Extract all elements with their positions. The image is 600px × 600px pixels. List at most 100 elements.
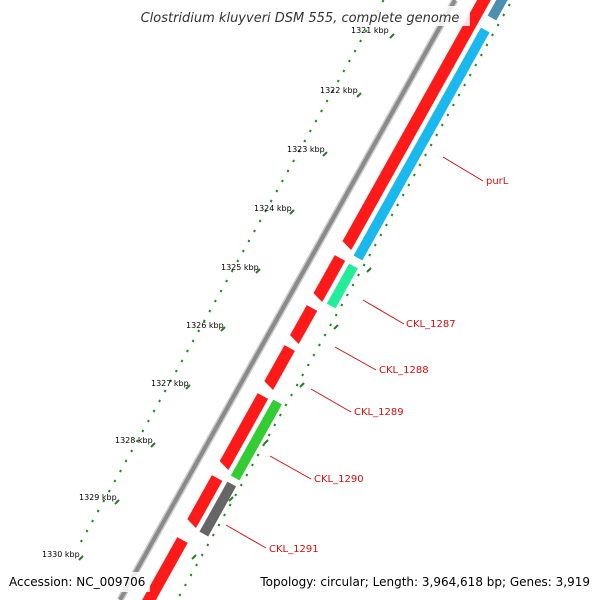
tick-dot — [292, 159, 295, 163]
cds-purl[interactable] — [342, 0, 495, 250]
inner-dot — [234, 493, 238, 497]
tick-dot — [191, 339, 195, 343]
tick-dot — [197, 329, 201, 333]
inner-dot — [306, 363, 310, 367]
tick-dot — [169, 379, 173, 383]
inner-track — [178, 3, 511, 597]
gene-label-ckl1288[interactable]: CKL_1288 — [379, 365, 429, 376]
gene-1287[interactable] — [326, 263, 358, 309]
tick-dot — [336, 79, 340, 83]
feature-track — [138, 0, 518, 600]
inner-dot — [318, 343, 321, 347]
tick-label-1329: 1329 kbp — [79, 493, 117, 502]
cds-next[interactable] — [138, 537, 188, 600]
backbone — [116, 0, 459, 600]
major-tick — [289, 209, 295, 215]
footer-left-backdrop — [4, 572, 150, 592]
tick-dot — [314, 119, 318, 123]
gene-label-ckl1290[interactable]: CKL_1290 — [314, 474, 364, 485]
inner-dot — [379, 233, 383, 237]
tick-dot — [124, 459, 128, 463]
major-tick — [114, 499, 120, 505]
gene-1291[interactable] — [199, 481, 237, 537]
gene-label-ckl1291[interactable]: CKL_1291 — [269, 544, 319, 555]
inner-dot — [412, 173, 416, 177]
ckl1287-leader — [362, 299, 405, 325]
inner-dot — [278, 413, 282, 417]
inner-dot — [368, 253, 372, 257]
cds-1291[interactable] — [187, 475, 223, 528]
major-tick — [220, 326, 226, 332]
ckl1291-leader — [225, 524, 267, 549]
cds-1287[interactable] — [313, 255, 346, 302]
gene-steel[interactable] — [487, 0, 518, 21]
inner-dot — [334, 313, 338, 317]
major-tick — [356, 92, 362, 98]
tick-label-1323: 1323 kbp — [287, 145, 325, 154]
major-tick — [322, 151, 328, 157]
inner-dot — [440, 123, 444, 127]
inner-dot — [401, 193, 405, 197]
inner-dot — [485, 43, 489, 47]
tick-dot — [91, 519, 94, 523]
tick-label-1325: 1325 kbp — [221, 263, 259, 272]
inner-dot — [267, 433, 271, 437]
inner-dot — [373, 243, 377, 247]
inner-major-tick — [228, 496, 234, 502]
inner-dot — [223, 513, 226, 517]
inner-dot — [211, 533, 215, 537]
inner-dot — [206, 543, 210, 547]
tick-dot — [163, 389, 167, 393]
cds-1290[interactable] — [219, 393, 269, 470]
cds-1288[interactable] — [290, 305, 318, 344]
inner-dot — [290, 393, 293, 397]
inner-dot — [452, 103, 455, 107]
major-tick — [255, 268, 261, 274]
gene-purl[interactable] — [353, 27, 490, 261]
inner-dot — [390, 213, 394, 217]
inner-dot — [507, 3, 511, 7]
tick-dot — [174, 369, 178, 373]
inner-dot — [228, 503, 232, 507]
ckl1288-leader — [334, 346, 377, 371]
tick-dot — [208, 309, 212, 313]
tick-dot — [364, 29, 368, 33]
tick-dot — [264, 209, 268, 213]
tick-dot — [130, 449, 134, 453]
tick-label-1324: 1324 kbp — [254, 204, 292, 213]
tick-label-1322: 1322 kbp — [320, 86, 358, 95]
inner-dot — [239, 483, 243, 487]
tick-dot — [353, 49, 357, 53]
inner-dot — [457, 93, 461, 97]
tick-dot — [331, 89, 335, 93]
gene-label-ckl1289[interactable]: CKL_1289 — [354, 407, 404, 418]
tick-dot — [152, 409, 156, 413]
inner-dot — [217, 523, 221, 527]
inner-dot — [251, 463, 254, 467]
tick-dot — [119, 469, 122, 473]
gene-label-purl[interactable]: purL — [486, 176, 509, 187]
major-tick — [185, 384, 191, 390]
inner-dot — [262, 443, 265, 447]
inner-dot — [178, 593, 182, 597]
tick-dot — [180, 359, 184, 363]
map-title: Clostridium kluyveri DSM 555, complete g… — [141, 11, 460, 26]
tick-dot — [325, 99, 329, 103]
gene-label-ckl1287[interactable]: CKL_1287 — [406, 319, 456, 330]
inner-dot — [256, 453, 260, 457]
tick-label-1326: 1326 kbp — [186, 321, 224, 330]
tick-dot — [230, 269, 234, 273]
tick-dot — [225, 279, 228, 283]
purl-leader — [442, 156, 484, 182]
inner-dot — [396, 203, 399, 207]
tick-dot — [247, 239, 251, 243]
inner-dot — [245, 473, 249, 477]
inner-major-tick — [263, 439, 269, 445]
tick-dot — [214, 299, 217, 303]
gene-1290[interactable] — [230, 399, 282, 481]
cds-1289[interactable] — [264, 345, 295, 390]
tick-dot — [303, 139, 307, 143]
inner-dot — [301, 373, 305, 377]
ckl1290-leader — [269, 455, 312, 480]
